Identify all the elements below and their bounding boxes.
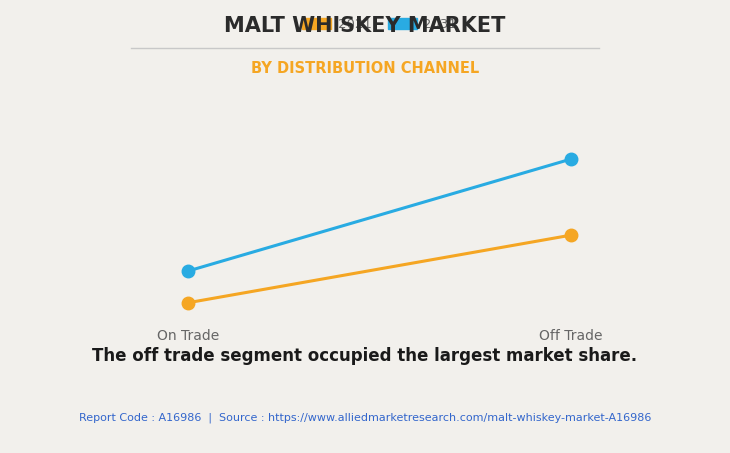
Text: The off trade segment occupied the largest market share.: The off trade segment occupied the large… (93, 347, 637, 365)
Legend: 2021, 2031: 2021, 2031 (297, 13, 462, 36)
Text: MALT WHISKEY MARKET: MALT WHISKEY MARKET (224, 16, 506, 36)
Text: BY DISTRIBUTION CHANNEL: BY DISTRIBUTION CHANNEL (251, 61, 479, 76)
Text: Report Code : A16986  |  Source : https://www.alliedmarketresearch.com/malt-whis: Report Code : A16986 | Source : https://… (79, 412, 651, 423)
